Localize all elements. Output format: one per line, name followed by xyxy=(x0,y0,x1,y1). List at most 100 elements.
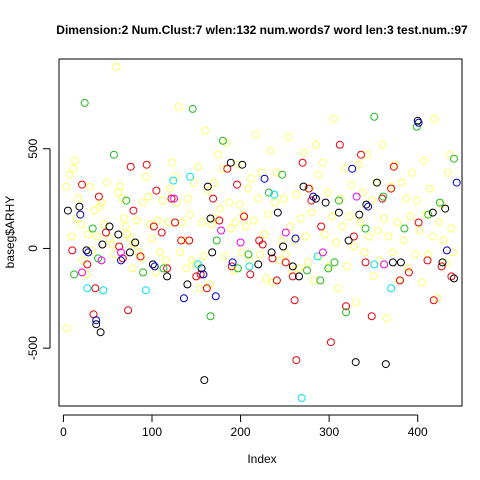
data-point-magenta xyxy=(236,238,245,247)
data-point-red xyxy=(298,158,307,167)
data-point-yellow xyxy=(229,266,238,275)
data-point-yellow xyxy=(102,178,111,187)
data-point-green xyxy=(303,266,311,275)
data-point-yellow xyxy=(351,298,360,307)
axes: 0 100 200 300 400 -500 0 500 xyxy=(26,138,428,439)
data-point-black xyxy=(351,358,360,367)
data-point-magenta xyxy=(117,248,125,257)
data-point-red xyxy=(292,356,301,365)
data-point-yellow xyxy=(356,218,365,227)
data-point-black xyxy=(82,246,91,255)
data-point-red xyxy=(389,162,398,171)
data-point-cyan xyxy=(270,190,279,199)
data-point-magenta xyxy=(97,256,106,265)
data-point-green xyxy=(334,196,343,205)
data-point-yellow xyxy=(245,256,254,265)
data-point-blue xyxy=(452,178,461,187)
data-point-yellow xyxy=(334,284,342,293)
data-point-magenta xyxy=(380,260,389,269)
data-point-yellow xyxy=(412,196,421,205)
data-point-black xyxy=(183,280,192,289)
data-point-yellow xyxy=(195,284,204,293)
data-point-yellow xyxy=(314,170,323,179)
data-point-black xyxy=(226,158,235,167)
data-point-yellow xyxy=(287,266,296,275)
data-point-cyan xyxy=(141,286,150,295)
data-point-yellow xyxy=(439,236,448,245)
data-point-yellow xyxy=(100,220,109,229)
data-point-red xyxy=(157,228,166,237)
data-point-yellow xyxy=(338,222,347,231)
y-tick-label: -500 xyxy=(26,336,40,360)
data-point-yellow xyxy=(165,184,174,193)
data-point-yellow xyxy=(62,182,71,191)
data-point-blue xyxy=(179,294,188,303)
data-point-black xyxy=(428,208,437,217)
x-tick-label: 0 xyxy=(60,425,67,439)
data-point-blue xyxy=(76,210,85,219)
data-point-red xyxy=(185,236,194,245)
data-point-black xyxy=(355,210,364,219)
data-point-red xyxy=(192,272,201,281)
data-point-black xyxy=(334,208,343,217)
data-point-black xyxy=(206,214,215,223)
data-point-yellow xyxy=(307,208,316,217)
data-point-yellow xyxy=(93,232,102,241)
data-point-red xyxy=(163,264,172,273)
data-point-yellow xyxy=(419,156,428,165)
x-tick-label: 400 xyxy=(408,425,428,439)
data-point-green xyxy=(278,170,287,179)
data-point-yellow xyxy=(141,172,150,181)
data-point-yellow xyxy=(280,194,288,203)
data-point-yellow xyxy=(299,148,308,157)
data-point-yellow xyxy=(384,232,393,241)
data-point-green xyxy=(109,150,118,159)
data-point-blue xyxy=(84,248,93,257)
data-point-black xyxy=(373,178,381,187)
data-point-yellow xyxy=(168,158,177,167)
data-point-yellow xyxy=(311,140,320,149)
data-point-yellow xyxy=(182,264,191,273)
y-tick-label: 500 xyxy=(26,138,40,158)
data-point-yellow xyxy=(201,126,210,135)
data-point-black xyxy=(311,194,320,203)
data-point-yellow xyxy=(301,232,310,241)
data-point-black xyxy=(441,204,450,213)
data-point-red xyxy=(91,284,100,293)
data-point-yellow xyxy=(207,220,216,229)
data-point-yellow xyxy=(132,216,141,225)
data-point-blue xyxy=(442,246,451,255)
data-point-yellow xyxy=(260,230,269,239)
data-point-red xyxy=(437,262,446,271)
data-point-red xyxy=(342,302,350,311)
data-point-yellow xyxy=(191,260,200,269)
data-point-yellow xyxy=(70,156,79,165)
data-point-red xyxy=(94,192,103,201)
data-point-red xyxy=(404,268,413,277)
data-point-yellow xyxy=(316,252,325,261)
data-point-yellow xyxy=(363,150,372,159)
data-point-black xyxy=(92,320,101,329)
data-point-black xyxy=(98,240,107,249)
data-point-yellow xyxy=(310,276,319,285)
x-axis-label: Index xyxy=(247,452,276,466)
data-point-black xyxy=(321,198,330,207)
data-point-red xyxy=(361,258,370,267)
data-point-yellow xyxy=(148,234,156,243)
data-point-black xyxy=(295,272,303,281)
data-point-red xyxy=(288,272,297,281)
data-point-green xyxy=(70,270,79,279)
data-point-black xyxy=(238,160,247,169)
data-point-yellow xyxy=(78,256,87,265)
data-point-yellow xyxy=(387,182,396,191)
data-point-yellow xyxy=(318,158,327,167)
data-point-red xyxy=(177,236,186,245)
data-point-yellow xyxy=(172,198,181,207)
data-point-red xyxy=(118,254,127,263)
data-point-magenta xyxy=(78,268,86,277)
data-point-red xyxy=(233,180,241,189)
data-point-yellow xyxy=(128,264,137,273)
data-point-red xyxy=(142,160,151,169)
data-point-yellow xyxy=(411,250,420,259)
